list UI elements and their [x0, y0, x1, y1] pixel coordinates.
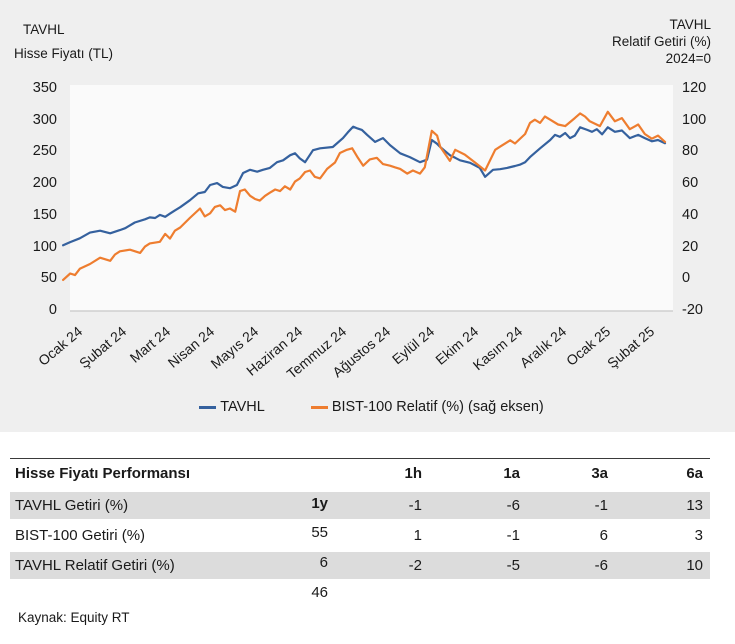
table-cell: 3	[694, 527, 703, 544]
right-y-tick-label: 100	[682, 111, 707, 128]
right-title-base: 2024=0	[665, 51, 711, 66]
performance-table: Hisse Fiyatı Performansı 1h 1a 3a 6a 1y TAVHL …	[10, 458, 710, 601]
right-title-label: Relatif Getiri (%)	[611, 34, 711, 49]
column-header: 1a	[503, 465, 520, 482]
legend-item-tavhl: TAVHL	[199, 399, 265, 415]
bist100-line-swatch	[310, 405, 328, 409]
table-cell: 46	[311, 584, 328, 601]
column-header: 6a	[686, 465, 703, 482]
chart-canvas	[61, 110, 673, 312]
left-axis-title: TAVHL Hisse Fiyatı (TL)	[14, 18, 113, 66]
table-row: TAVHL Getiri (%) -1 -6 -1 13 55	[10, 492, 710, 541]
left-y-tick-label: 350	[32, 80, 57, 96]
left-y-tick-label: 0	[48, 302, 57, 318]
tavhl-line-swatch	[199, 405, 217, 409]
table-cell: -1	[594, 497, 608, 514]
legend-label-tavhl: TAVHL	[220, 399, 265, 415]
chart-legend: TAVHL BIST-100 Relatif (%) (sağ eksen)	[70, 399, 673, 415]
row-label: TAVHL Getiri (%)	[15, 497, 129, 514]
row-label: TAVHL Relatif Getiri (%)	[15, 557, 175, 574]
left-y-tick-label: 100	[32, 238, 57, 255]
table-cell: -6	[594, 557, 608, 574]
left-title-ticker: TAVHL	[23, 22, 65, 37]
table-cell: 1	[413, 527, 422, 544]
column-header: 3a	[591, 465, 608, 482]
legend-label-bist100: BIST-100 Relatif (%) (sağ eksen)	[331, 399, 544, 415]
table-cell: 10	[686, 557, 703, 574]
legend-item-bist100: BIST-100 Relatif (%) (sağ eksen)	[310, 399, 544, 415]
right-y-tick-label: 120	[682, 80, 707, 96]
table-cell: -5	[506, 557, 520, 574]
left-y-tick-label: 150	[32, 206, 57, 223]
column-header: 1h	[404, 465, 422, 482]
right-axis-title: TAVHL Relatif Getiri (%) 2024=0	[612, 16, 711, 67]
table-cell: 55	[311, 524, 328, 541]
left-y-tick-label: 300	[32, 111, 57, 128]
left-y-tick-label: 50	[40, 270, 57, 287]
price-chart-figure: TAVHL Hisse Fiyatı (TL) TAVHL Relatif Ge…	[0, 0, 735, 432]
right-y-tick-label: 80	[682, 143, 699, 160]
left-y-tick-label: 250	[32, 143, 57, 160]
table-row: TAVHL Relatif Getiri (%) -2 -5 -6 10 46	[10, 552, 710, 601]
right-title-ticker: TAVHL	[669, 17, 711, 32]
right-y-tick-label: 60	[682, 175, 699, 192]
table-row: BIST-100 Getiri (%) 1 -1 6 3 6	[10, 522, 710, 571]
right-y-tick-label: 20	[682, 238, 699, 255]
right-y-tick-label: 40	[682, 206, 699, 223]
column-header: 1y	[311, 495, 328, 512]
plot-area	[70, 85, 673, 311]
bist100-relative-series-line	[61, 110, 667, 281]
source-note: Kaynak: Equity RT	[18, 610, 130, 625]
table-cell: -1	[408, 497, 422, 514]
tavhl-series-line	[61, 125, 667, 247]
table-cell: -6	[506, 497, 520, 514]
table-header-row: Hisse Fiyatı Performansı 1h 1a 3a 6a 1y	[10, 458, 710, 512]
left-title-label: Hisse Fiyatı (TL)	[14, 46, 114, 61]
right-y-tick-label: -20	[682, 302, 703, 318]
right-y-tick-label: 0	[682, 270, 691, 287]
table-cell: 6	[319, 554, 328, 571]
row-label: BIST-100 Getiri (%)	[15, 527, 146, 544]
left-y-tick-label: 200	[32, 175, 57, 192]
table-title: Hisse Fiyatı Performansı	[15, 465, 191, 482]
table-cell: 13	[686, 497, 703, 514]
table-cell: -2	[408, 557, 422, 574]
table-cell: -1	[506, 527, 520, 544]
table-cell: 6	[599, 527, 608, 544]
